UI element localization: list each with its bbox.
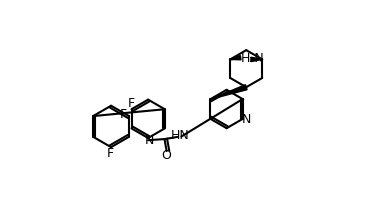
Polygon shape [251, 57, 262, 61]
Text: H₂N: H₂N [241, 52, 264, 65]
Text: O: O [162, 149, 172, 162]
Text: HN: HN [170, 129, 189, 142]
Text: F: F [128, 97, 135, 110]
Polygon shape [230, 56, 241, 60]
Polygon shape [210, 85, 247, 99]
Text: N: N [242, 113, 251, 126]
Text: F: F [120, 109, 127, 121]
Text: N: N [145, 134, 154, 147]
Text: F: F [106, 147, 113, 160]
